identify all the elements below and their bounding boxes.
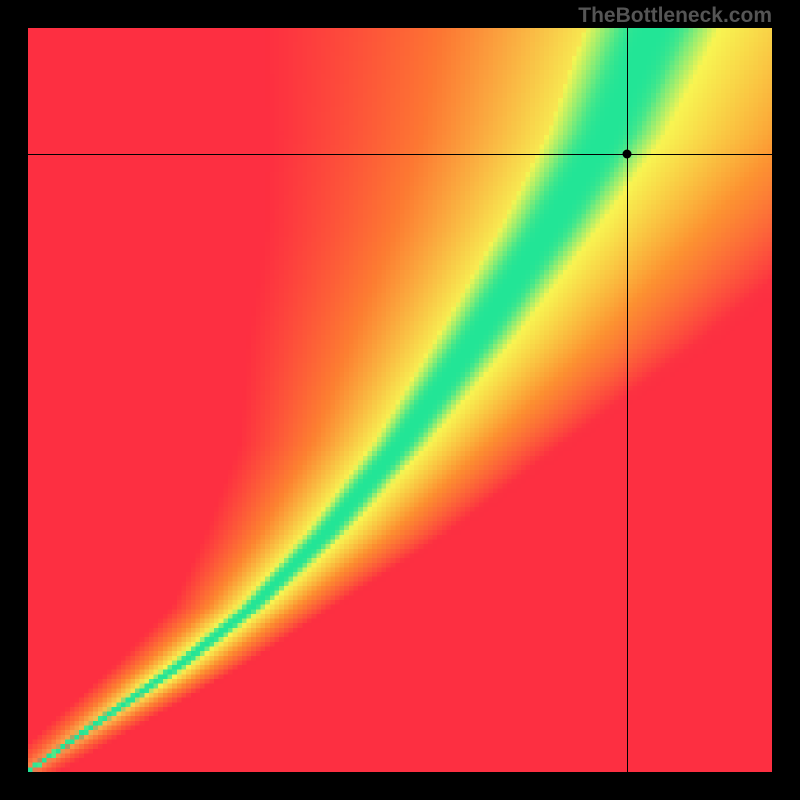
crosshair-vertical: [627, 28, 628, 772]
crosshair-horizontal: [28, 154, 772, 155]
bottleneck-heatmap: [28, 28, 772, 772]
watermark-text: TheBottleneck.com: [578, 4, 772, 28]
heatmap-plot: [28, 28, 772, 772]
crosshair-marker-dot: [622, 150, 631, 159]
